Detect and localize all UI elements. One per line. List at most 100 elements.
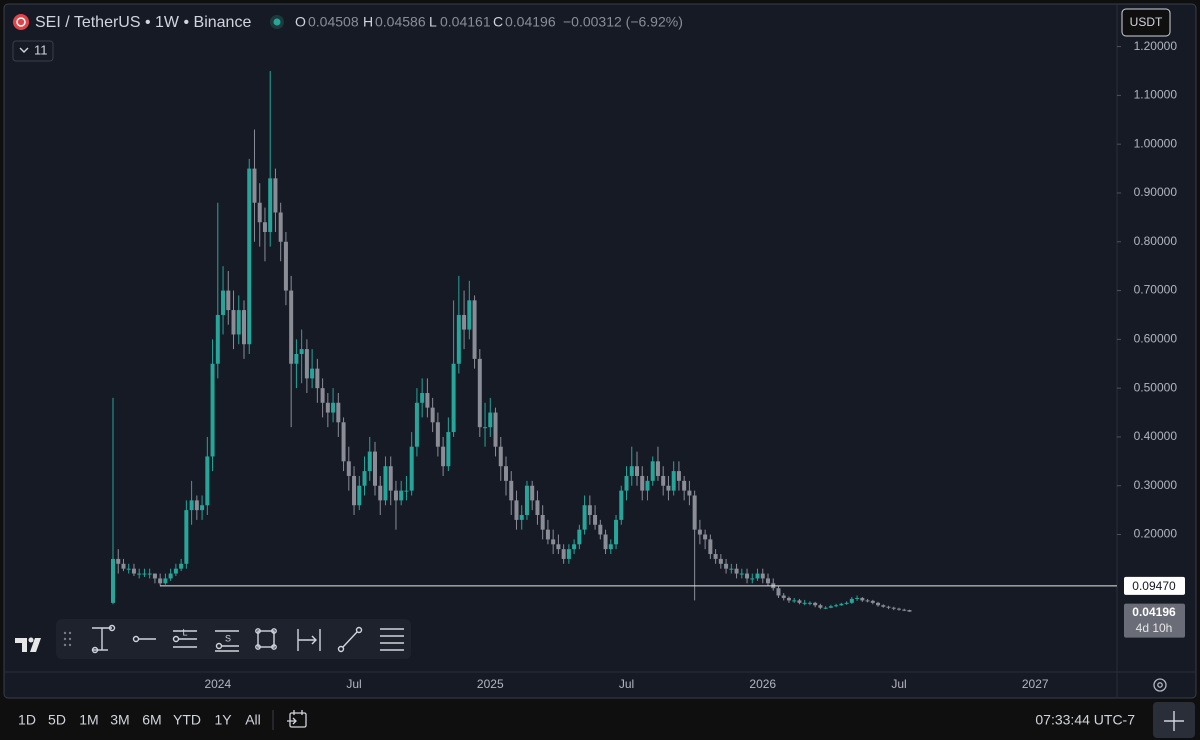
ohlc-letter: O (295, 14, 306, 30)
range-button[interactable]: YTD (173, 712, 201, 728)
range-button[interactable]: 1D (18, 712, 36, 728)
candle-body (645, 480, 650, 491)
candle-body (509, 480, 514, 501)
candle-body (393, 490, 398, 501)
candle-body (414, 402, 419, 447)
countdown-label: 4d 10h (1136, 621, 1173, 635)
candle-body (786, 597, 791, 601)
candle-body (676, 471, 681, 481)
candle-body (283, 241, 288, 291)
candle-body (357, 485, 362, 506)
date-range-icon[interactable] (287, 710, 307, 728)
y-tick-label: 0.40000 (1134, 429, 1178, 443)
currency-label: USDT (1130, 15, 1163, 29)
candle-body (409, 446, 414, 491)
range-button[interactable]: 5D (48, 712, 66, 728)
candle-body (294, 353, 299, 364)
candle-body (131, 568, 136, 574)
candle-body (268, 178, 273, 233)
candle-body (388, 466, 393, 491)
candle-body (907, 610, 912, 612)
tool-icon[interactable] (255, 628, 277, 650)
candle-body (504, 466, 508, 481)
candle-body (210, 363, 215, 457)
tool-icon[interactable] (132, 635, 157, 643)
settings-icon[interactable] (1153, 678, 1167, 692)
candle-body (514, 500, 519, 520)
horizontal-line-label-box (1124, 576, 1185, 595)
range-button[interactable]: All (245, 712, 261, 728)
y-tick-label: 0.20000 (1134, 527, 1178, 541)
y-tick-label: 1.20000 (1134, 39, 1178, 53)
drawing-toolbar: L S (56, 619, 411, 659)
tool-icon[interactable] (91, 624, 116, 654)
symbol-title[interactable]: SEI / TetherUS • 1W • Binance (35, 14, 251, 31)
y-tick-label: 1.10000 (1134, 88, 1178, 102)
candle-body (661, 475, 666, 486)
tool-icon[interactable] (215, 630, 239, 652)
candle-body (724, 563, 729, 569)
candle-body (289, 290, 294, 364)
brand-logo (15, 638, 41, 652)
y-tick-label: 0.60000 (1134, 332, 1178, 346)
x-tick-label: Jul (891, 677, 906, 691)
range-button[interactable]: 6M (142, 712, 161, 728)
range-button[interactable]: 3M (110, 712, 129, 728)
candle-body (173, 568, 178, 574)
candle-body (823, 607, 828, 609)
candle-body (362, 471, 367, 486)
symbol-logo (13, 14, 29, 30)
candle-body (111, 558, 115, 603)
symbol-logo-mark (16, 17, 26, 27)
currency-button[interactable] (1121, 8, 1171, 37)
tool-icon[interactable] (297, 629, 321, 651)
candle-body (703, 534, 708, 540)
candle-body (325, 402, 330, 413)
candle-body (226, 290, 231, 311)
candle-body (184, 510, 189, 564)
candle-body (650, 461, 655, 481)
tool-icon[interactable] (172, 630, 197, 648)
candle-body (776, 588, 781, 596)
ohlc-value: 0.04508 (308, 14, 359, 30)
tool-icon[interactable] (380, 628, 404, 651)
candle-body (755, 573, 760, 579)
x-tick-label: 2024 (204, 677, 231, 691)
candle-body (897, 608, 901, 610)
y-tick-label: 0.90000 (1134, 185, 1178, 199)
status-dot (273, 18, 281, 26)
candle-body (624, 475, 629, 491)
candle-body (451, 363, 456, 433)
candle-body (655, 461, 660, 476)
range-button[interactable]: 1Y (214, 712, 232, 728)
candle-body (493, 412, 498, 447)
candle-body (242, 310, 246, 345)
toolbar-background (56, 619, 411, 659)
candle-body (373, 451, 377, 486)
candle-body (750, 578, 755, 580)
candle-body (891, 607, 896, 609)
candle-body (430, 407, 435, 423)
chart-pane (3, 3, 1197, 699)
candle-body (247, 168, 252, 345)
candle-body (420, 393, 425, 403)
candle-body (828, 606, 833, 608)
candle-body (792, 600, 797, 602)
candle-body (163, 578, 168, 584)
candle-body (435, 422, 440, 447)
candle-body (682, 480, 687, 491)
tool-icon[interactable] (337, 626, 363, 653)
candle-body (545, 529, 550, 540)
range-button[interactable]: 1M (79, 712, 98, 728)
y-tick-label: 0.50000 (1134, 380, 1178, 394)
x-tick-label: Jul (346, 677, 361, 691)
candle-body (530, 485, 535, 501)
candle-body (671, 471, 676, 491)
candle-body (844, 602, 849, 604)
candle-body (839, 603, 844, 606)
candle-body (147, 573, 152, 575)
indicators-toggle[interactable] (12, 40, 54, 62)
y-tick-label: 0.30000 (1134, 478, 1178, 492)
candle-body (179, 563, 184, 569)
